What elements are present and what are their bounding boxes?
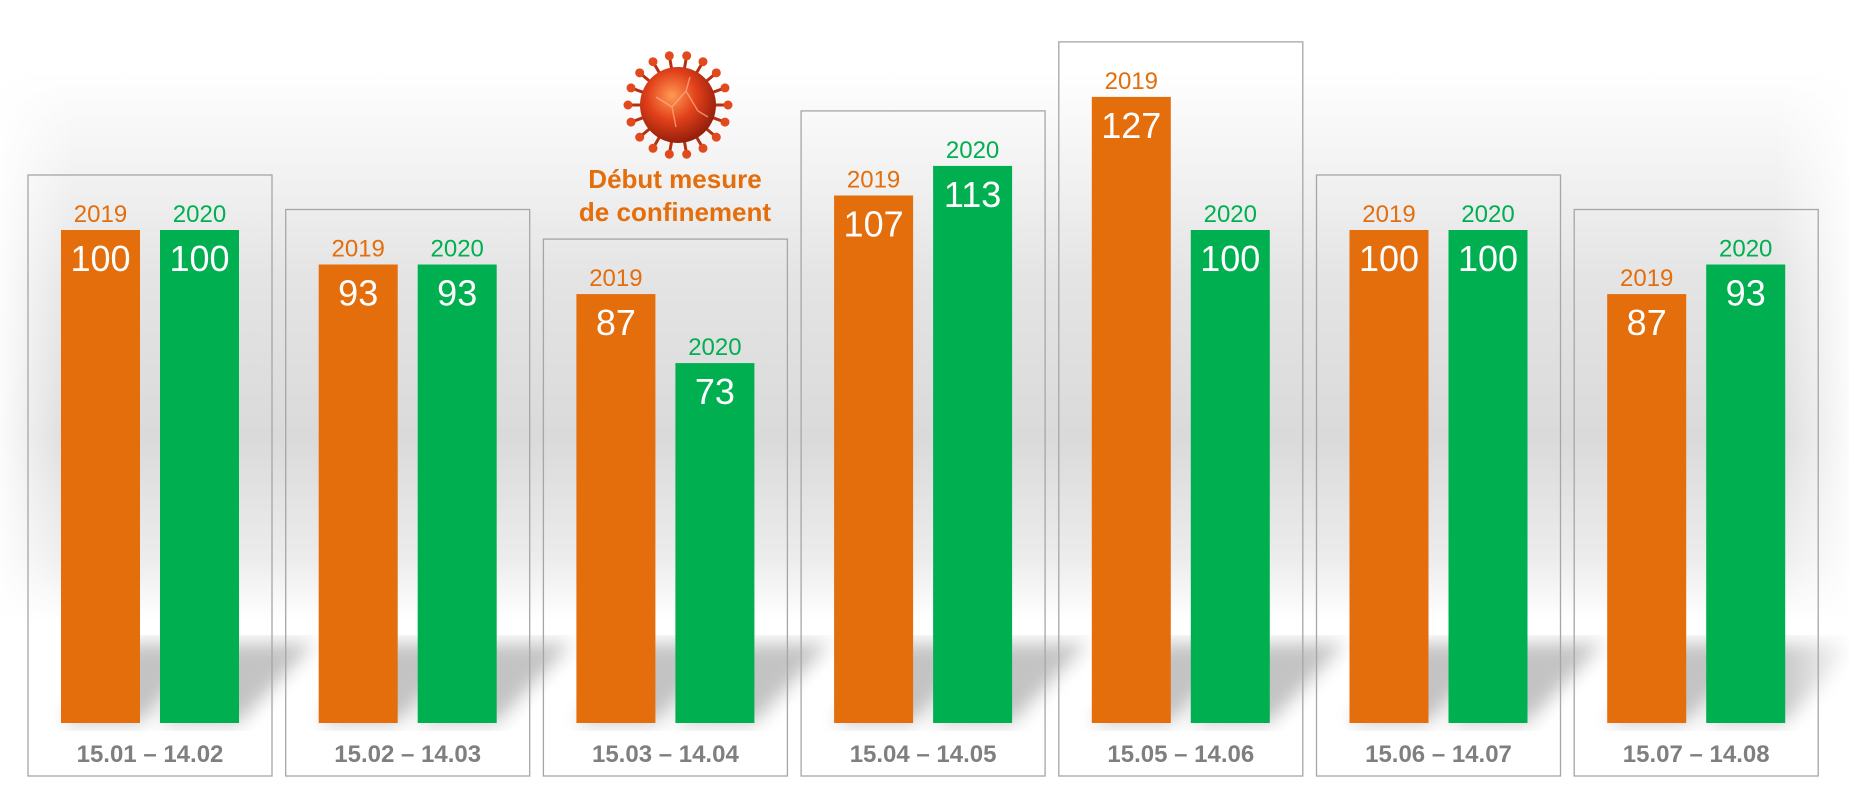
value-label: 100 <box>1200 238 1260 279</box>
bar-2020 <box>933 165 1013 723</box>
series-label: 2020 <box>173 201 226 228</box>
category-group: 2019 107 2020 113 15.04 – 14.05 <box>800 110 1046 777</box>
value-label: 100 <box>1359 238 1419 279</box>
series-label: 2019 <box>74 201 127 228</box>
bar-2019 <box>318 264 398 723</box>
bar-2019 <box>576 294 656 723</box>
value-label: 87 <box>596 302 636 343</box>
category-label: 15.02 – 14.03 <box>334 741 481 768</box>
series-label: 2019 <box>847 166 900 193</box>
series-label: 2020 <box>1461 201 1514 228</box>
category-frame <box>800 110 1046 777</box>
value-label: 93 <box>437 273 477 314</box>
category-group: 2019 87 2020 93 15.07 – 14.08 <box>1573 208 1819 777</box>
value-label: 73 <box>695 371 735 412</box>
category-group: 2019 127 2020 100 15.05 – 14.06 <box>1058 41 1304 777</box>
coronavirus-icon <box>623 51 733 159</box>
bar-2020 <box>1448 230 1528 723</box>
series-label: 2019 <box>1620 265 1673 292</box>
bar-2020 <box>160 230 239 723</box>
value-label: 93 <box>1726 273 1766 314</box>
category-frame <box>542 238 789 777</box>
bar-2020 <box>1706 264 1786 723</box>
bar-2019 <box>1607 294 1687 723</box>
bar-2019 <box>1091 96 1171 723</box>
bar-2020 <box>1190 230 1270 723</box>
category-frame <box>285 208 531 777</box>
series-label: 2019 <box>1362 201 1415 228</box>
category-group: 2019 100 2020 100 15.01 – 14.02 <box>27 174 273 777</box>
series-label: 2020 <box>1204 201 1257 228</box>
bar-2020 <box>675 363 755 723</box>
category-label: 15.07 – 14.08 <box>1623 741 1770 768</box>
series-label: 2020 <box>688 334 741 361</box>
category-label: 15.04 – 14.05 <box>850 741 997 768</box>
value-label: 100 <box>169 238 229 279</box>
category-label: 15.01 – 14.02 <box>77 741 224 768</box>
value-label: 100 <box>1458 238 1518 279</box>
category-label: 15.03 – 14.04 <box>592 741 739 768</box>
annotation-line-2: de confinement <box>578 197 772 227</box>
value-label: 107 <box>844 203 904 244</box>
value-label: 100 <box>70 238 130 279</box>
category-frame <box>1315 174 1562 777</box>
bar-2019 <box>61 230 140 723</box>
value-label: 113 <box>944 174 1001 215</box>
category-group: 2019 100 2020 100 15.06 – 14.07 <box>1315 174 1562 777</box>
category-label: 15.06 – 14.07 <box>1365 741 1512 768</box>
series-label: 2019 <box>332 236 385 263</box>
bar-2019 <box>1349 230 1429 723</box>
annotation-line-1: Début mesure <box>588 164 762 194</box>
series-label: 2019 <box>1105 68 1158 95</box>
category-group: 2019 93 2020 93 15.02 – 14.03 <box>285 208 531 777</box>
lockdown-annotation: Début mesure de confinement <box>560 163 790 229</box>
value-label: 87 <box>1627 302 1667 343</box>
series-label: 2020 <box>431 236 484 263</box>
series-label: 2020 <box>1719 236 1772 263</box>
value-label: 93 <box>338 273 378 314</box>
bar-2019 <box>834 195 914 724</box>
category-frame <box>1058 41 1304 777</box>
category-group: 2019 87 2020 73 15.03 – 14.04 <box>542 238 789 777</box>
series-label: 2019 <box>589 265 642 292</box>
series-label: 2020 <box>946 137 999 164</box>
bar-2020 <box>417 264 497 723</box>
category-label: 15.05 – 14.06 <box>1107 741 1254 768</box>
value-label: 127 <box>1101 105 1161 146</box>
category-frame <box>27 174 273 777</box>
category-frame <box>1573 208 1819 777</box>
